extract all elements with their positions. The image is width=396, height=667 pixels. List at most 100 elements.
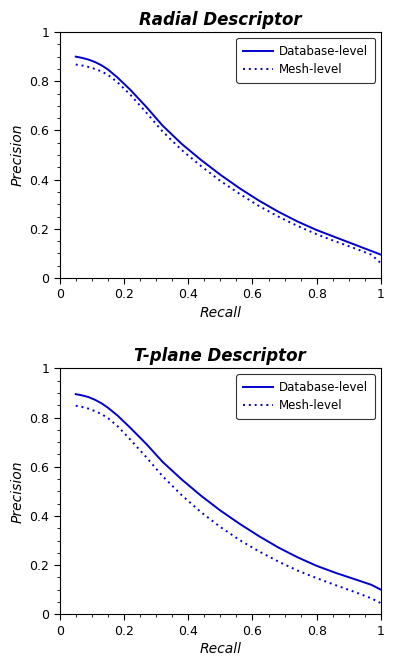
Database-level — [295, 553, 300, 561]
Database-level — [353, 576, 358, 584]
Mesh-level — [128, 91, 133, 99]
Mesh-level — [73, 61, 78, 69]
Database-level — [333, 233, 338, 241]
X-axis label: Recall: Recall — [199, 305, 241, 319]
Database-level — [105, 404, 110, 412]
Mesh-level — [295, 222, 300, 230]
Mesh-level — [237, 190, 242, 198]
Database-level — [99, 61, 104, 69]
Mesh-level — [105, 71, 110, 79]
Database-level — [128, 424, 133, 432]
Mesh-level — [276, 213, 280, 221]
Mesh-level — [295, 566, 300, 574]
Mesh-level — [314, 574, 319, 582]
Database-level — [179, 140, 184, 148]
Database-level — [276, 544, 280, 552]
Mesh-level — [105, 414, 110, 422]
Database-level — [144, 103, 149, 111]
Mesh-level — [379, 599, 383, 607]
Database-level — [333, 569, 338, 577]
Database-level — [160, 121, 165, 129]
Database-level — [80, 54, 85, 62]
Mesh-level — [353, 588, 358, 596]
Database-level — [369, 247, 374, 255]
Database-level — [99, 400, 104, 408]
Mesh-level — [86, 405, 91, 413]
Mesh-level — [144, 454, 149, 462]
Mesh-level — [115, 422, 120, 430]
Database-level — [295, 217, 300, 225]
Database-level — [369, 581, 374, 589]
Database-level — [93, 396, 97, 404]
Mesh-level — [93, 407, 97, 415]
Title: T-plane Descriptor: T-plane Descriptor — [135, 348, 306, 366]
Database-level — [237, 520, 242, 528]
Database-level — [80, 392, 85, 400]
Mesh-level — [314, 230, 319, 238]
Database-level — [73, 390, 78, 398]
Line: Mesh-level: Mesh-level — [76, 406, 381, 603]
Mesh-level — [160, 127, 165, 135]
Mesh-level — [333, 237, 338, 245]
Mesh-level — [257, 202, 261, 210]
Database-level — [314, 226, 319, 234]
Database-level — [257, 197, 261, 205]
Database-level — [199, 492, 204, 500]
Database-level — [73, 53, 78, 61]
Mesh-level — [99, 410, 104, 418]
Legend: Database-level, Mesh-level: Database-level, Mesh-level — [236, 374, 375, 419]
Mesh-level — [73, 402, 78, 410]
Database-level — [379, 251, 383, 259]
Database-level — [257, 532, 261, 540]
Mesh-level — [86, 63, 91, 71]
Database-level — [144, 440, 149, 448]
Mesh-level — [115, 78, 120, 86]
Y-axis label: Precision: Precision — [11, 460, 25, 522]
Line: Database-level: Database-level — [76, 57, 381, 255]
Database-level — [218, 171, 223, 179]
Database-level — [276, 207, 280, 215]
Database-level — [237, 184, 242, 192]
Mesh-level — [237, 536, 242, 544]
Mesh-level — [144, 109, 149, 117]
Mesh-level — [333, 581, 338, 589]
Database-level — [379, 586, 383, 594]
Database-level — [128, 86, 133, 94]
Mesh-level — [179, 146, 184, 154]
Title: Radial Descriptor: Radial Descriptor — [139, 11, 302, 29]
Mesh-level — [80, 61, 85, 69]
Mesh-level — [369, 594, 374, 602]
Database-level — [105, 65, 110, 73]
Y-axis label: Precision: Precision — [11, 124, 25, 186]
Line: Mesh-level: Mesh-level — [76, 65, 381, 263]
Mesh-level — [128, 436, 133, 444]
Database-level — [160, 458, 165, 466]
Mesh-level — [160, 472, 165, 480]
Mesh-level — [199, 162, 204, 170]
Database-level — [93, 58, 97, 66]
Mesh-level — [379, 259, 383, 267]
Mesh-level — [353, 245, 358, 253]
Database-level — [314, 562, 319, 570]
Mesh-level — [80, 403, 85, 411]
Mesh-level — [369, 251, 374, 259]
Mesh-level — [99, 67, 104, 75]
Line: Database-level: Database-level — [76, 394, 381, 590]
Database-level — [218, 506, 223, 514]
Database-level — [353, 241, 358, 249]
Database-level — [199, 156, 204, 164]
Legend: Database-level, Mesh-level: Database-level, Mesh-level — [236, 38, 375, 83]
Mesh-level — [276, 558, 280, 566]
Mesh-level — [257, 548, 261, 556]
Database-level — [115, 73, 120, 81]
Mesh-level — [218, 177, 223, 185]
Mesh-level — [179, 492, 184, 500]
Database-level — [115, 412, 120, 420]
Mesh-level — [199, 508, 204, 516]
Mesh-level — [93, 65, 97, 73]
X-axis label: Recall: Recall — [199, 642, 241, 656]
Database-level — [86, 55, 91, 63]
Database-level — [179, 476, 184, 484]
Mesh-level — [218, 523, 223, 531]
Database-level — [86, 393, 91, 401]
